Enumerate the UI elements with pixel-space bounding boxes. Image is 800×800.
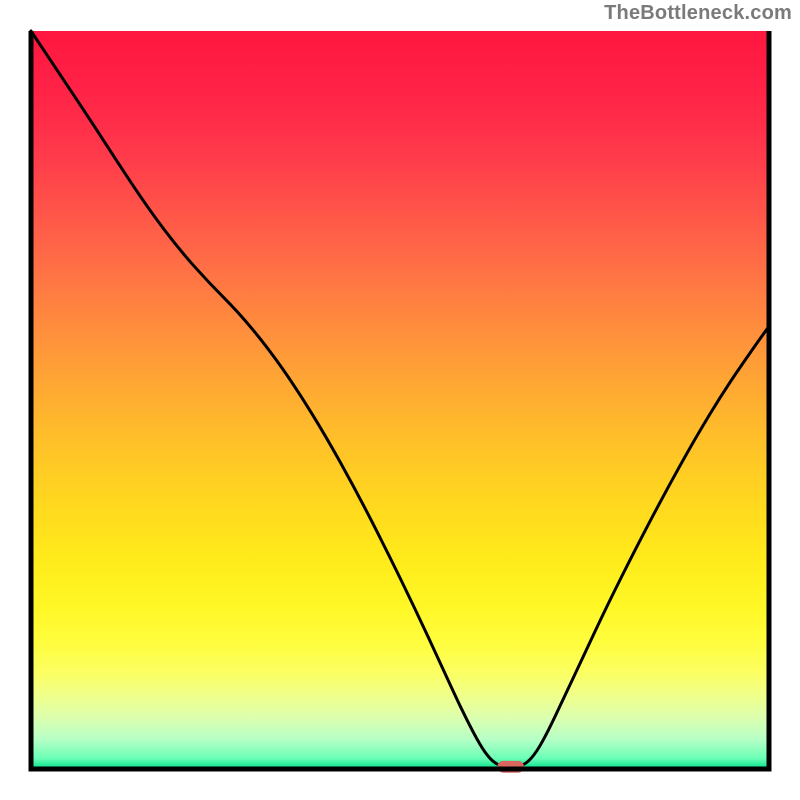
bottleneck-chart — [0, 0, 800, 800]
watermark-text: TheBottleneck.com — [604, 2, 792, 25]
chart-container: TheBottleneck.com — [0, 0, 800, 800]
plot-background — [31, 31, 769, 769]
